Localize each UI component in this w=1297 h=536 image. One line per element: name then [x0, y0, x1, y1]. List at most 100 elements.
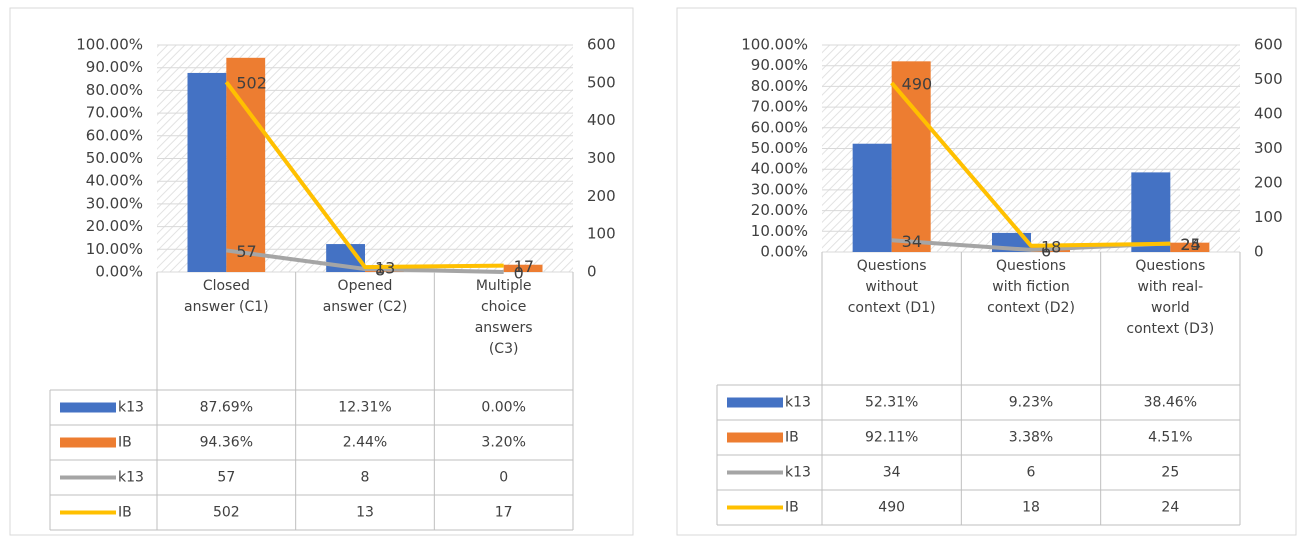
table-value: 490 — [878, 500, 905, 516]
table-value: 502 — [213, 505, 240, 521]
y-tick-label: 40.00% — [86, 172, 143, 190]
y-tick-label: 30.00% — [751, 180, 808, 198]
legend-label: k13 — [785, 395, 811, 411]
table-value: 6 — [1027, 465, 1036, 481]
table-value: 94.36% — [200, 435, 253, 451]
y2-tick-label: 300 — [1254, 139, 1283, 157]
y-tick-label: 0.00% — [760, 243, 808, 261]
table-value: 34 — [883, 465, 901, 481]
y-tick-label: 90.00% — [86, 58, 143, 76]
x-tick-label: Opened answer (C2) — [322, 278, 408, 315]
table-value: 2.44% — [343, 435, 387, 451]
y2-tick-label: 600 — [587, 36, 616, 54]
data-label: 0 — [514, 264, 524, 283]
table-value: 9.23% — [1009, 395, 1053, 411]
x-tick-label: Questions without context (D1) — [847, 258, 936, 316]
table-value: 0.00% — [481, 400, 525, 416]
y2-tick-label: 0 — [1254, 243, 1264, 261]
category-cell: Multiple choice answers (C3) — [475, 278, 533, 357]
line — [890, 81, 1171, 248]
legend-label: IB — [785, 430, 799, 446]
legend-label: IB — [785, 500, 799, 516]
table-value: 8 — [361, 470, 370, 486]
table-value: 12.31% — [338, 400, 391, 416]
category-cell: Closed answer (C1) — [184, 278, 269, 315]
legend-swatch — [727, 432, 783, 443]
legend-swatch — [60, 437, 116, 448]
y-tick-label: 90.00% — [751, 56, 808, 74]
legend-swatch — [60, 402, 116, 413]
chart-border — [676, 7, 1297, 536]
y-tick-label: 60.00% — [86, 126, 143, 144]
bar — [1131, 172, 1171, 252]
legend-label: IB — [118, 435, 132, 451]
category-cell: Questions with real-world context (D3) — [1126, 258, 1215, 337]
table-value: 0 — [499, 470, 508, 486]
y2-tick-label: 200 — [1254, 174, 1283, 192]
table-value: 3.38% — [1009, 430, 1053, 446]
y-tick-label: 60.00% — [751, 118, 808, 136]
y-tick-label: 0.00% — [95, 263, 143, 281]
table-value: 4.51% — [1148, 430, 1192, 446]
category-cell: Questions without context (D1) — [847, 258, 936, 316]
bar — [187, 72, 227, 273]
y-tick-label: 70.00% — [86, 104, 143, 122]
line — [224, 80, 504, 270]
table-value: 57 — [217, 470, 235, 486]
y2-tick-label: 500 — [1254, 70, 1283, 88]
x-tick-label: Questions with real-world context (D3) — [1126, 258, 1215, 337]
data-label: 34 — [902, 232, 922, 251]
chart-border — [9, 7, 634, 536]
table-value: 18 — [1022, 500, 1040, 516]
y-tick-label: 50.00% — [751, 139, 808, 157]
y-tick-label: 80.00% — [751, 77, 808, 95]
table-value: 38.46% — [1144, 395, 1197, 411]
data-label: 8 — [375, 260, 385, 279]
y-tick-label: 10.00% — [751, 222, 808, 240]
x-tick-label: Questions with fiction context (D2) — [987, 258, 1075, 316]
y-tick-label: 40.00% — [751, 160, 808, 178]
table-value: 13 — [356, 505, 374, 521]
y-tick-label: 30.00% — [86, 194, 143, 212]
table-value: 87.69% — [200, 400, 253, 416]
y2-tick-label: 400 — [1254, 105, 1283, 123]
y-tick-label: 70.00% — [751, 98, 808, 116]
data-label: 25 — [1180, 235, 1200, 254]
category-cell: Opened answer (C2) — [322, 278, 408, 315]
y2-tick-label: 100 — [1254, 208, 1283, 226]
table-value: 24 — [1161, 500, 1179, 516]
y-tick-label: 100.00% — [76, 36, 143, 54]
data-label: 24 — [1180, 235, 1200, 254]
y2-tick-label: 600 — [1254, 36, 1283, 54]
table-value: 17 — [495, 505, 513, 521]
data-label: 57 — [236, 242, 256, 261]
y-tick-label: 10.00% — [86, 240, 143, 258]
y2-tick-label: 400 — [587, 111, 616, 129]
data-label: 18 — [1041, 237, 1061, 256]
y2-tick-label: 300 — [587, 149, 616, 167]
y-tick-label: 50.00% — [86, 149, 143, 167]
table-value: 25 — [1161, 465, 1179, 481]
data-label: 13 — [375, 259, 395, 278]
data-label: 17 — [514, 257, 534, 276]
legend-label: k13 — [118, 400, 144, 416]
bar — [503, 264, 543, 272]
y2-tick-label: 200 — [587, 187, 616, 205]
table-value: 3.20% — [481, 435, 525, 451]
y2-tick-label: 100 — [587, 225, 616, 243]
y-tick-label: 20.00% — [751, 201, 808, 219]
table-value: 92.11% — [865, 430, 918, 446]
legend-swatch — [727, 397, 783, 408]
data-label: 490 — [902, 74, 933, 93]
legend-label: IB — [118, 505, 132, 521]
legend-label: k13 — [785, 465, 811, 481]
category-cell: Questions with fiction context (D2) — [987, 258, 1075, 316]
y2-tick-label: 0 — [587, 263, 597, 281]
y-tick-label: 20.00% — [86, 217, 143, 235]
data-label: 502 — [236, 74, 267, 93]
table-value: 52.31% — [865, 395, 918, 411]
data-label: 6 — [1041, 241, 1051, 260]
y-tick-label: 80.00% — [86, 81, 143, 99]
legend-label: k13 — [118, 470, 144, 486]
